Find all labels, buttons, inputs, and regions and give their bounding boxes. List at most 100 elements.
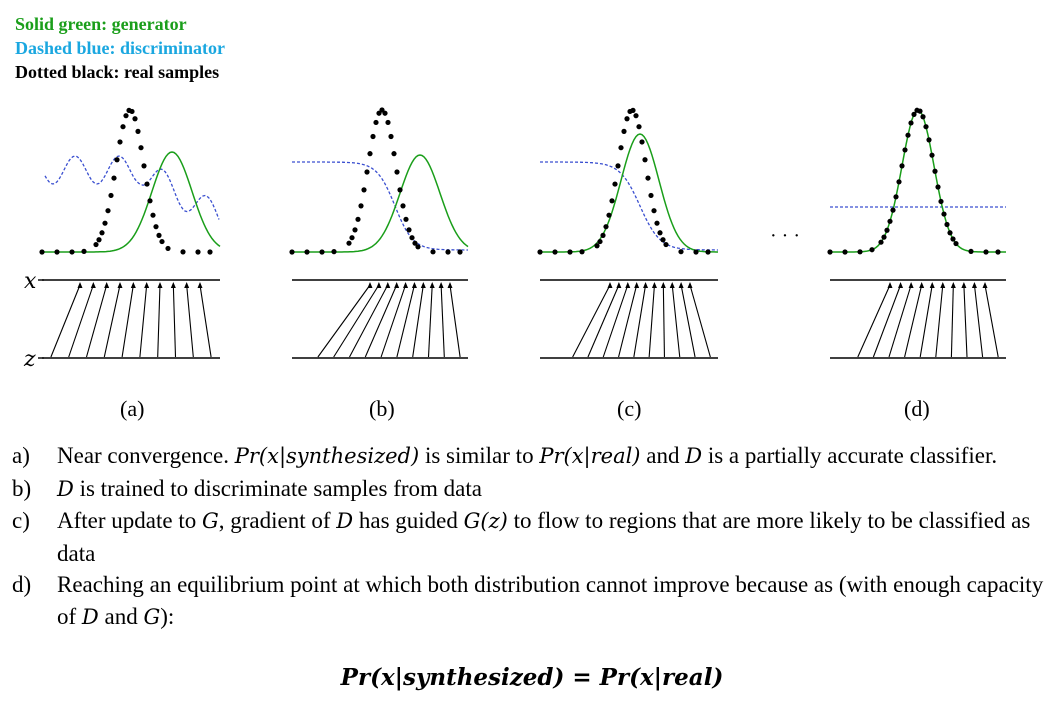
real-sample-dot — [947, 230, 953, 236]
mapping-arrow — [68, 284, 94, 358]
real-sample-dot — [603, 224, 609, 230]
real-sample-dot — [355, 216, 361, 222]
mapping-arrow — [919, 284, 933, 358]
real-sample-dot — [123, 113, 129, 119]
real-sample-dot — [884, 227, 890, 233]
list-item: a) Near convergence. Pr(x|synthesized) is… — [12, 440, 1060, 473]
arrowhead — [908, 282, 914, 288]
real-sample-dot — [896, 179, 902, 185]
arrowhead — [447, 282, 453, 288]
real-sample-dot — [289, 249, 295, 255]
mapping-arrow — [963, 284, 968, 358]
mapping-arrow — [121, 284, 134, 358]
arrowhead — [394, 282, 400, 288]
real-sample-dot — [138, 145, 144, 151]
real-sample-dot — [403, 216, 409, 222]
discriminator-curve — [292, 161, 468, 251]
mapping-arrow — [904, 284, 923, 358]
real-sample-dot — [81, 248, 87, 254]
ellipsis: · · · — [770, 225, 800, 247]
real-sample-dot — [624, 116, 630, 122]
real-sample-dot — [606, 212, 612, 218]
arrowhead — [625, 282, 631, 288]
math-expression: Pr(x|synthesized) — [234, 444, 420, 468]
real-sample-dot — [902, 147, 908, 153]
mapping-arrow — [602, 284, 629, 358]
mapping-arrow — [857, 284, 891, 358]
mapping-arrow — [103, 284, 121, 358]
real-sample-dot — [96, 237, 102, 243]
generator-curve — [830, 109, 1006, 253]
arrowhead — [411, 282, 417, 288]
x-axis-label: x — [24, 269, 37, 294]
arrowhead — [982, 282, 988, 288]
mapping-arrow — [380, 284, 407, 358]
mapping-arrow — [973, 284, 984, 358]
real-sample-dot — [156, 232, 162, 238]
real-sample-dot — [114, 157, 120, 163]
text-span: After update to — [57, 508, 202, 533]
list-item: b) D is trained to discriminate samples … — [12, 473, 1060, 506]
real-sample-dot — [117, 139, 123, 145]
real-sample-dot — [319, 249, 325, 255]
real-sample-dot — [579, 249, 585, 255]
real-sample-dot — [678, 249, 684, 255]
real-sample-dot — [135, 128, 141, 134]
real-sample-dot — [642, 157, 648, 163]
gan-training-diagram: x z · · · — [23, 107, 1006, 372]
list-item-label: d) — [12, 572, 32, 597]
list-item: c) After update to G, gradient of D has g… — [12, 505, 1060, 569]
real-sample-dot — [935, 184, 941, 190]
text-span: Reaching an equilibrium point at which b… — [57, 572, 1044, 629]
real-sample-dot — [93, 241, 99, 248]
real-sample-dot — [367, 151, 373, 157]
real-sample-dot — [983, 249, 989, 255]
mapping-arrow — [449, 284, 461, 358]
arrowhead — [687, 282, 693, 288]
real-sample-dot — [842, 249, 848, 255]
mapping-arrow — [85, 284, 108, 358]
real-sample-dot — [54, 249, 60, 255]
arrowhead — [376, 282, 382, 288]
arrowhead — [77, 282, 83, 288]
real-sample-dot — [968, 248, 974, 255]
real-sample-dot — [908, 120, 914, 126]
arrowhead — [929, 282, 935, 288]
mapping-arrow — [333, 284, 380, 358]
arrowhead — [438, 282, 444, 288]
real-sample-dot — [382, 110, 388, 116]
real-sample-dot — [364, 169, 370, 175]
real-sample-dot — [165, 245, 171, 252]
arrowhead — [170, 282, 176, 288]
mapping-arrow — [440, 284, 445, 358]
list-item-label: c) — [12, 508, 30, 533]
list-item-text: D is trained to discriminate samples fro… — [57, 473, 1060, 506]
text-span: has guided — [353, 508, 464, 533]
real-sample-dot — [953, 240, 959, 247]
real-sample-dot — [950, 236, 956, 242]
real-sample-dot — [153, 224, 159, 230]
arrowhead — [634, 282, 640, 288]
math-expression: D — [336, 509, 354, 533]
real-sample-dot — [693, 249, 699, 255]
real-sample-dot — [120, 124, 126, 130]
arrowhead — [643, 282, 649, 288]
list-item-text: Near convergence. Pr(x|synthesized) is s… — [57, 440, 1060, 473]
arrowhead — [616, 282, 622, 288]
real-sample-dot — [567, 249, 573, 255]
real-sample-dot — [400, 203, 406, 209]
arrowhead — [144, 282, 150, 288]
arrowhead — [887, 282, 893, 288]
mapping-arrow — [935, 284, 944, 358]
real-sample-dot — [890, 207, 896, 213]
arrowhead — [651, 282, 657, 288]
arrowhead — [90, 282, 96, 288]
mapping-arrow — [950, 284, 954, 358]
real-sample-dot — [445, 249, 451, 255]
mapping-arrow — [396, 284, 415, 358]
z-axis-label: z — [23, 347, 36, 372]
real-sample-dot — [412, 240, 418, 246]
real-sample-dot — [370, 133, 376, 140]
mapping-arrow — [662, 284, 665, 358]
real-sample-dot — [932, 168, 938, 174]
